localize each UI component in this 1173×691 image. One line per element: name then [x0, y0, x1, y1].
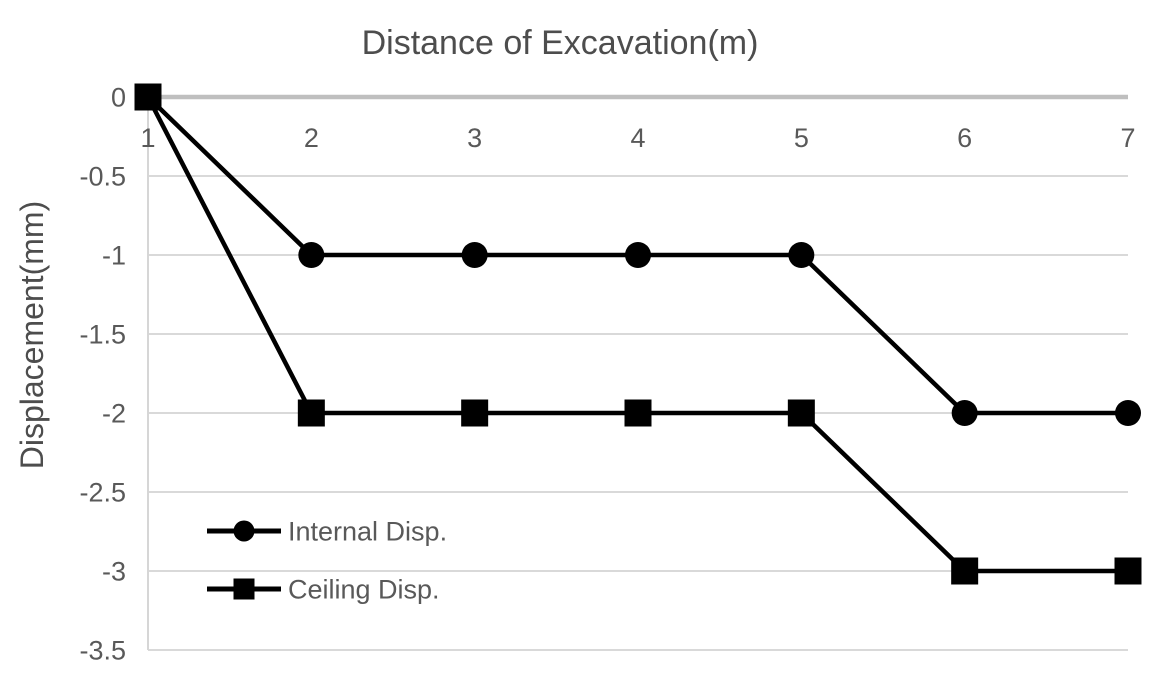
ticks-layer: 1 2 3 4 5 6 7 0 -0.5 -1 -1.5 -2 -2.5 -3 -3.5 — [79, 83, 1135, 666]
marker-circle-internal-disp — [461, 242, 488, 268]
legend-item-ceiling-disp: Ceiling Disp. — [207, 575, 440, 605]
marker-square-ceiling-disp — [951, 557, 979, 585]
y-tick-label: -3.5 — [79, 636, 126, 666]
x-tick-label: 1 — [140, 123, 155, 153]
grid-layer — [147, 94, 1128, 651]
legend-label-ceiling-disp: Ceiling Disp. — [288, 575, 440, 605]
x-tick-label: 4 — [630, 123, 645, 153]
x-tick-label: 2 — [304, 123, 319, 153]
x-tick-label: 7 — [1120, 123, 1135, 153]
marker-circle-internal-disp — [625, 242, 651, 268]
marker-square-ceiling-disp — [134, 83, 162, 111]
marker-square-ceiling-disp — [461, 399, 489, 427]
marker-square-ceiling-disp — [787, 399, 815, 427]
marker-square-ceiling-disp — [1114, 557, 1142, 585]
marker-circle-internal-disp — [788, 242, 815, 268]
y-tick-label: -0.5 — [79, 162, 126, 192]
marker-square-ceiling-disp — [624, 399, 652, 427]
y-tick-label: -2.5 — [79, 478, 126, 508]
y-tick-label: -3 — [102, 557, 126, 587]
chart-title: Distance of Excavation(m) — [362, 24, 759, 62]
legend-item-internal-disp: Internal Disp. — [207, 517, 447, 547]
legend-marker-circle — [233, 520, 255, 542]
x-tick-label: 5 — [794, 123, 809, 153]
y-axis-title: Displacement(mm) — [14, 201, 50, 469]
marker-circle-internal-disp — [951, 400, 978, 426]
x-tick-label: 6 — [957, 123, 972, 153]
marker-circle-internal-disp — [298, 242, 325, 268]
legend: Internal Disp. Ceiling Disp. — [207, 517, 447, 605]
y-tick-label: -2 — [102, 399, 126, 429]
marker-square-ceiling-disp — [297, 399, 325, 427]
y-tick-label: -1.5 — [79, 320, 126, 350]
y-tick-label: 0 — [111, 83, 126, 113]
legend-label-internal-disp: Internal Disp. — [288, 517, 447, 547]
series-layer — [134, 83, 1142, 585]
y-tick-label: -1 — [102, 241, 126, 271]
legend-marker-square — [233, 578, 255, 600]
marker-circle-internal-disp — [1115, 400, 1141, 426]
x-tick-label: 3 — [467, 123, 482, 153]
